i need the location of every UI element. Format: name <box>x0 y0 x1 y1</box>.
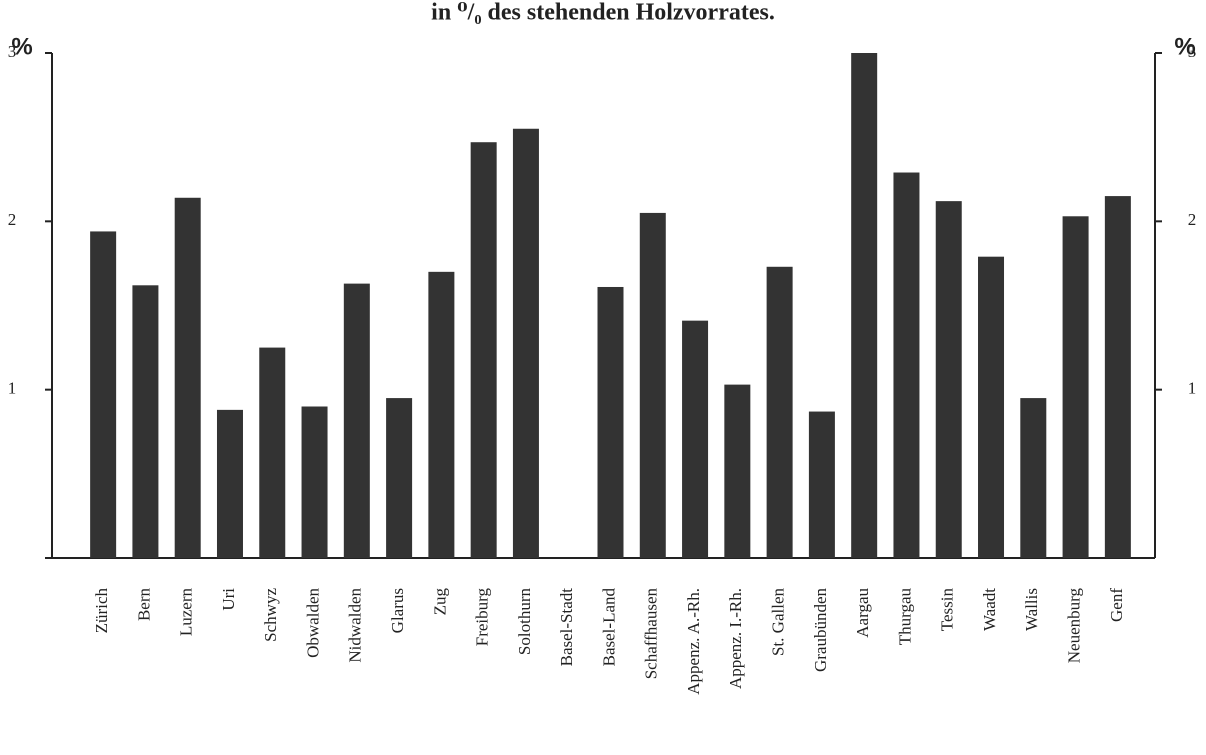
bar <box>343 283 370 558</box>
bar <box>766 266 793 558</box>
x-tick-label: Thurgau <box>895 588 914 646</box>
chart-title: in ⁰/₀ des stehenden Holzvorrates. <box>431 0 775 26</box>
x-tick-label: Uri <box>219 588 238 611</box>
x-tick-label: Schwyz <box>261 588 280 642</box>
bar <box>851 53 878 558</box>
bar <box>893 172 920 558</box>
x-tick-label: Genf <box>1107 588 1126 622</box>
x-tick-label: Solothurn <box>515 588 534 656</box>
bar <box>1020 398 1047 558</box>
bar <box>639 212 666 558</box>
bar <box>174 197 201 558</box>
x-tick-label: Basel-Stadt <box>557 588 576 667</box>
x-tick-label: Nidwalden <box>346 588 365 663</box>
y2-tick-label: 1 <box>1188 379 1197 398</box>
x-tick-label: Aargau <box>853 588 872 638</box>
x-tick-label: Zürich <box>92 588 111 634</box>
y2-axis-label: % <box>1174 33 1195 60</box>
bar <box>259 347 286 558</box>
x-tick-label: Neuenburg <box>1064 588 1083 664</box>
bar <box>301 406 328 558</box>
x-tick-label: Graubünden <box>811 588 830 673</box>
x-tick-label: Schaffhausen <box>642 588 661 680</box>
bar <box>512 128 539 558</box>
y2-tick-label: 2 <box>1188 210 1197 229</box>
x-tick-label: Obwalden <box>303 588 322 658</box>
bar <box>808 411 835 558</box>
y-tick-label: 2 <box>8 210 17 229</box>
x-tick-label: Waadt <box>980 588 999 631</box>
x-tick-label: Luzern <box>177 588 196 637</box>
x-tick-label: Appenz. A.-Rh. <box>684 588 703 695</box>
bar <box>470 142 497 558</box>
y-tick-label: 1 <box>8 379 17 398</box>
bar <box>386 398 413 558</box>
bar <box>132 285 159 558</box>
bar <box>90 231 117 558</box>
bar <box>428 271 455 558</box>
x-tick-label: Basel-Land <box>599 588 618 667</box>
bar <box>216 409 243 558</box>
y-tick-label: 3 <box>8 42 17 61</box>
y-axis-label: % <box>11 33 32 60</box>
bar <box>724 384 751 558</box>
x-tick-label: Glarus <box>388 588 407 633</box>
bar <box>935 201 962 558</box>
x-tick-label: Appenz. I.-Rh. <box>726 588 745 689</box>
x-tick-label: Tessin <box>938 588 957 632</box>
x-tick-label: Bern <box>134 588 153 622</box>
bar <box>682 320 709 558</box>
x-tick-label: Wallis <box>1022 588 1041 631</box>
bar <box>1104 196 1131 559</box>
x-tick-label: St. Gallen <box>769 588 788 656</box>
y2-tick-label: 3 <box>1188 42 1197 61</box>
x-tick-label: Zug <box>430 588 449 616</box>
bar <box>597 286 624 558</box>
x-tick-label: Freiburg <box>473 588 492 647</box>
bar <box>978 256 1005 558</box>
bar <box>1062 216 1089 559</box>
